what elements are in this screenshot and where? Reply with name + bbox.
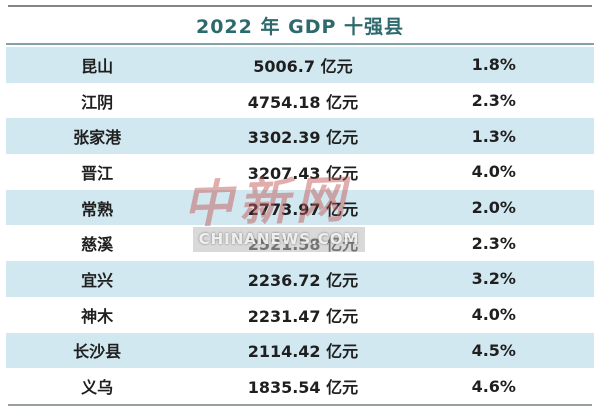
top-border	[8, 5, 592, 7]
gdp-value-cell: 1835.54 亿元	[247, 378, 359, 398]
county-cell: 江阴	[81, 92, 114, 112]
gdp-value-cell: 2114.42 亿元	[247, 342, 359, 362]
county-cell: 晋江	[81, 163, 114, 183]
county-cell: 长沙县	[73, 342, 122, 362]
growth-rate-cell: 3.2%	[471, 269, 516, 289]
gdp-value-cell: 3302.39 亿元	[247, 128, 359, 148]
growth-rate-cell: 2.3%	[471, 91, 516, 111]
county-cell: 常熟	[81, 199, 114, 219]
growth-rate-cell: 2.0%	[471, 198, 516, 218]
gdp-value-cell: 3207.43 亿元	[247, 163, 359, 183]
table-row: 慈溪 2521.58 亿元 2.3%	[6, 225, 594, 261]
county-cell: 神木	[81, 306, 114, 326]
growth-rate-cell: 2.3%	[471, 233, 516, 253]
table-row: 晋江 3207.43 亿元 4.0%	[6, 154, 594, 190]
table-row: 义乌 1835.54 亿元 4.6%	[6, 368, 594, 404]
table-row: 张家港 3302.39 亿元 1.3%	[6, 118, 594, 155]
county-cell: 宜兴	[81, 270, 114, 290]
gdp-value-cell: 2236.72 亿元	[247, 270, 359, 290]
growth-rate-cell: 4.5%	[471, 340, 516, 360]
table-row: 神木 2231.47 亿元 4.0%	[6, 297, 594, 333]
bottom-border	[8, 404, 592, 406]
growth-rate-cell: 4.6%	[471, 376, 516, 396]
gdp-table-body: 昆山 5006.7 亿元 1.8% 江阴 4754.18 亿元 2.3% 张家港 3302.3…	[6, 47, 594, 404]
county-cell: 义乌	[81, 378, 114, 398]
county-cell: 昆山	[81, 56, 114, 76]
county-cell: 慈溪	[81, 235, 114, 255]
gdp-value-cell: 2231.47 亿元	[247, 306, 359, 326]
growth-rate-cell: 1.8%	[471, 55, 516, 75]
table-row: 江阴 4754.18 亿元 2.3%	[6, 83, 594, 119]
table-title: 2022 年 GDP 十强县	[195, 16, 405, 38]
growth-rate-cell: 4.0%	[471, 162, 516, 182]
table-row: 昆山 5006.7 亿元 1.8%	[6, 47, 594, 83]
gdp-value-cell: 2773.97 亿元	[247, 199, 359, 219]
table-row: 常熟 2773.97 亿元 2.0%	[6, 189, 594, 226]
gdp-value-cell: 4754.18 亿元	[247, 92, 359, 112]
growth-rate-cell: 4.0%	[471, 305, 516, 325]
header-divider	[6, 43, 594, 45]
gdp-value-cell: 2521.58 亿元	[247, 235, 359, 255]
county-cell: 张家港	[73, 128, 122, 148]
gdp-value-cell: 5006.7 亿元	[253, 56, 353, 76]
table-row: 宜兴 2236.72 亿元 3.2%	[6, 261, 594, 297]
growth-rate-cell: 1.3%	[471, 126, 516, 146]
table-row: 长沙县 2114.42 亿元 4.5%	[6, 332, 594, 369]
